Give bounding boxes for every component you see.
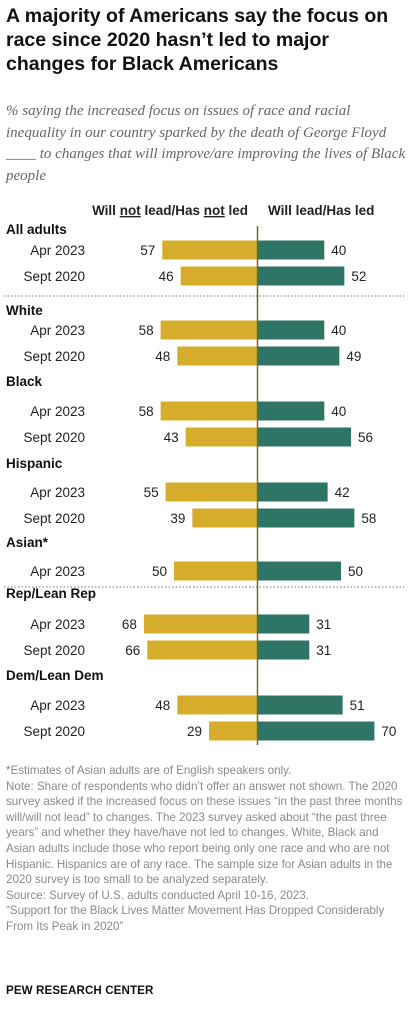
group-label: Hispanic <box>6 456 63 471</box>
bar-not-led <box>147 640 258 660</box>
row-label: Apr 2023 <box>30 617 85 632</box>
value-led: 56 <box>358 430 373 445</box>
value-not-led: 29 <box>187 724 202 739</box>
value-not-led: 68 <box>122 617 137 632</box>
chart-subtitle: % saying the increased focus on issues o… <box>6 103 406 184</box>
bar-not-led <box>192 508 258 528</box>
chart-notes: *Estimates of Asian adults are of Englis… <box>6 763 408 935</box>
legend-not-led: Will not lead/Has not led <box>92 203 248 218</box>
legend-led: Will lead/Has led <box>268 203 374 218</box>
value-not-led: 58 <box>139 323 154 338</box>
bar-not-led <box>160 401 258 421</box>
value-led: 49 <box>346 349 361 364</box>
bar-not-led <box>209 721 258 741</box>
bar-led <box>257 561 341 581</box>
bar-not-led <box>165 482 258 502</box>
bar-not-led <box>180 266 258 286</box>
bar-led <box>257 401 325 421</box>
row-label: Sept 2020 <box>23 643 85 658</box>
bar-led <box>257 427 352 447</box>
value-led: 52 <box>351 269 366 284</box>
value-not-led: 57 <box>140 243 155 258</box>
value-led: 31 <box>316 617 331 632</box>
value-led: 40 <box>331 243 346 258</box>
value-led: 50 <box>348 564 363 579</box>
group-label: Dem/Lean Dem <box>6 668 104 683</box>
row-label: Sept 2020 <box>23 349 85 364</box>
bar-led <box>257 640 310 660</box>
bar-not-led <box>177 346 258 366</box>
group-label: All adults <box>6 222 67 237</box>
row-label: Apr 2023 <box>30 323 85 338</box>
value-led: 51 <box>350 698 365 713</box>
note-asterisk: *Estimates of Asian adults are of Englis… <box>6 764 292 777</box>
value-led: 58 <box>361 511 376 526</box>
group-label: Asian* <box>6 535 49 550</box>
value-not-led: 48 <box>155 349 170 364</box>
row-label: Sept 2020 <box>23 269 85 284</box>
bar-not-led <box>160 320 258 340</box>
row-label: Sept 2020 <box>23 511 85 526</box>
row-label: Sept 2020 <box>23 430 85 445</box>
bar-led <box>257 508 355 528</box>
note-source: Source: Survey of U.S. adults conducted … <box>6 888 309 902</box>
diverging-bar-chart: Will not lead/Has not led Will lead/Has l… <box>4 203 404 745</box>
bar-led <box>257 240 325 260</box>
row-label: Sept 2020 <box>23 724 85 739</box>
note-report-title: “Support for the Black Lives Matter Move… <box>6 904 385 933</box>
value-led: 40 <box>331 323 346 338</box>
value-not-led: 39 <box>170 511 185 526</box>
value-not-led: 48 <box>155 698 170 713</box>
bar-led <box>257 695 343 715</box>
footer-brand: PEW RESEARCH CENTER <box>6 984 154 997</box>
row-label: Apr 2023 <box>30 404 85 419</box>
row-label: Apr 2023 <box>30 698 85 713</box>
value-led: 40 <box>331 404 346 419</box>
group-label: Rep/Lean Rep <box>6 586 96 601</box>
value-not-led: 58 <box>139 404 154 419</box>
bar-led <box>257 721 375 741</box>
bar-led <box>257 320 325 340</box>
bar-not-led <box>174 561 258 581</box>
row-label: Apr 2023 <box>30 485 85 500</box>
group-label: White <box>6 303 43 318</box>
value-led: 70 <box>381 724 396 739</box>
bar-not-led <box>143 614 258 634</box>
bar-led <box>257 266 345 286</box>
bar-not-led <box>162 240 258 260</box>
row-label: Apr 2023 <box>30 243 85 258</box>
value-not-led: 43 <box>164 430 179 445</box>
note-methodology: Note: Share of respondents who didn’t of… <box>6 779 403 887</box>
bar-led <box>257 346 340 366</box>
value-not-led: 46 <box>159 269 174 284</box>
bar-led <box>257 614 310 634</box>
value-led: 31 <box>316 643 331 658</box>
value-not-led: 55 <box>144 485 159 500</box>
bar-led <box>257 482 328 502</box>
value-not-led: 66 <box>125 643 140 658</box>
chart-title: A majority of Americans say the focus on… <box>6 5 389 75</box>
bar-not-led <box>185 427 258 447</box>
value-led: 42 <box>335 485 350 500</box>
value-not-led: 50 <box>152 564 167 579</box>
group-label: Black <box>6 374 43 389</box>
bar-not-led <box>177 695 258 715</box>
row-label: Apr 2023 <box>30 564 85 579</box>
